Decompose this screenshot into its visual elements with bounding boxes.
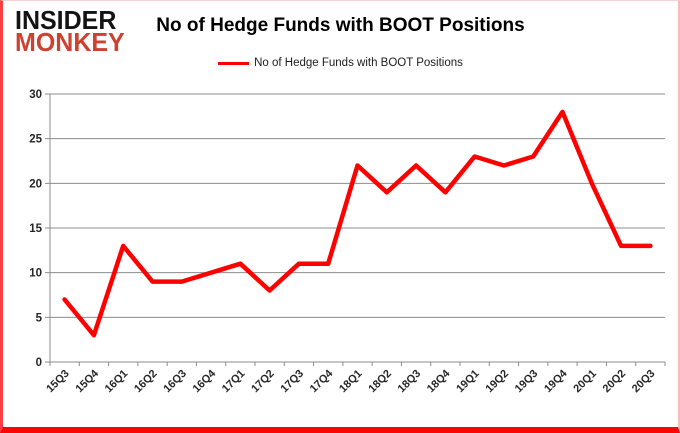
x-axis-label: 17Q3 [279, 368, 307, 396]
x-axis-label: 16Q1 [103, 368, 131, 396]
data-series-line [62, 109, 653, 338]
x-axis-label: 20Q3 [630, 368, 658, 396]
x-axis-label: 18Q1 [337, 368, 365, 396]
legend-line-marker [218, 61, 250, 65]
line-chart-plot: 0 5 10 15 20 25 30 15Q3 15Q4 16Q1 16Q2 16Q3 16Q4 17Q1… [29, 89, 666, 396]
x-axis-label: 19Q3 [513, 368, 541, 396]
insider-monkey-logo: INSIDER MONKEY [15, 6, 125, 58]
x-axis-label: 19Q4 [542, 367, 570, 395]
x-axis-label: 18Q3 [396, 368, 424, 396]
legend-label: No of Hedge Funds with BOOT Positions [254, 57, 463, 69]
x-axis-label: 15Q4 [74, 367, 102, 395]
x-axis-label: 16Q2 [132, 368, 160, 396]
chart-legend: No of Hedge Funds with BOOT Positions [3, 57, 678, 69]
x-axis-label: 18Q4 [425, 367, 453, 395]
x-axis-label: 20Q2 [601, 368, 629, 396]
x-axis-label: 17Q2 [249, 368, 277, 396]
x-axis-label: 16Q3 [161, 368, 189, 396]
y-axis-label: 15 [29, 223, 42, 235]
x-axis-label: 20Q1 [571, 368, 599, 396]
y-axis-label: 30 [29, 89, 42, 101]
x-axis-label: 19Q1 [454, 368, 482, 396]
y-axis-label: 25 [29, 134, 42, 146]
logo-text-insider: INSIDER [15, 6, 117, 36]
y-axis-label: 10 [29, 268, 42, 280]
x-axis-label: 17Q4 [308, 367, 336, 395]
x-axis-label: 17Q1 [220, 368, 248, 396]
x-axis-label: 18Q2 [366, 368, 394, 396]
y-axis-label: 0 [36, 357, 42, 369]
logo-text-monkey: MONKEY [15, 28, 125, 58]
y-axis-label: 20 [29, 178, 42, 190]
y-axis-label: 5 [36, 312, 43, 324]
x-axis-label: 15Q3 [44, 368, 72, 396]
x-axis-label: 19Q2 [484, 368, 512, 396]
chart-title: No of Hedge Funds with BOOT Positions [156, 15, 525, 36]
x-axis-label: 16Q4 [191, 367, 219, 395]
